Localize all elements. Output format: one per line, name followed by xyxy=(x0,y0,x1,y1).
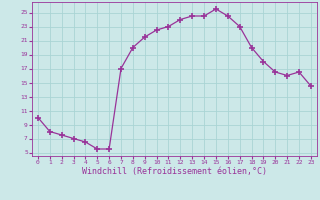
X-axis label: Windchill (Refroidissement éolien,°C): Windchill (Refroidissement éolien,°C) xyxy=(82,167,267,176)
